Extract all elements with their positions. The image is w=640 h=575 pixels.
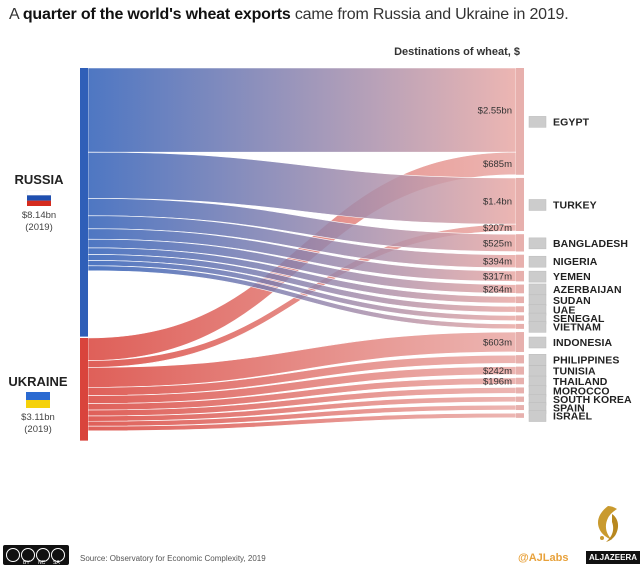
destination-node-yemen xyxy=(516,270,524,282)
flow-layer xyxy=(87,67,517,432)
value-label-turkey: $207m xyxy=(483,223,512,234)
destination-node-uae xyxy=(516,306,524,313)
destinations-heading: Destinations of wheat, $ xyxy=(394,46,520,58)
destination-node-morocco xyxy=(516,387,524,394)
flag-turkey-icon xyxy=(528,199,547,211)
by-icon xyxy=(21,548,35,562)
destination-node-israel xyxy=(516,413,524,418)
flag-egypt-icon xyxy=(528,116,547,128)
destination-node-vietnam xyxy=(516,323,524,329)
destination-label-yemen: YEMEN xyxy=(553,271,591,283)
source-russia: RUSSIA $8.14bn (2019) xyxy=(4,172,74,234)
destination-label-bangladesh: BANGLADESH xyxy=(553,238,628,250)
source-note: Source: Observatory for Economic Complex… xyxy=(80,554,266,563)
destination-label-turkey: TURKEY xyxy=(553,199,597,211)
source-value: $3.11bn xyxy=(21,412,55,423)
value-label-bangladesh: $525m xyxy=(483,238,512,249)
flag-philippines-icon xyxy=(528,354,547,366)
source-name: UKRAINE xyxy=(8,374,68,389)
source-year: (2019) xyxy=(24,424,52,435)
destination-label-philippines: PHILIPPINES xyxy=(553,354,619,366)
destination-node-philippines xyxy=(516,355,524,364)
value-label-turkey: $1.4bn xyxy=(483,197,512,208)
destination-label-tunisia: TUNISIA xyxy=(553,366,596,378)
value-label-indonesia: $603m xyxy=(483,338,512,349)
destination-label-indonesia: INDONESIA xyxy=(553,337,613,349)
destination-node-azerbaijan xyxy=(516,284,524,294)
flag-indonesia-icon xyxy=(528,336,547,349)
aj-labs-handle: @AJLabs xyxy=(518,552,569,564)
label-layer: $2.55bn $685m EGYPT $1.4bn $207m TURKEY $525m B… xyxy=(478,106,632,423)
destination-node-south-korea xyxy=(516,396,524,402)
destination-node-nigeria xyxy=(516,254,524,268)
destination-label-israel: ISRAEL xyxy=(553,411,593,423)
destination-label-senegal: SENEGAL xyxy=(553,313,605,325)
value-label-nigeria: $394m xyxy=(483,257,512,268)
aljazeera-brand: ALJAZEERA xyxy=(586,551,640,564)
flag-vietnam-icon xyxy=(528,321,547,333)
flag-bangladesh-icon xyxy=(528,237,547,250)
nc-icon xyxy=(36,548,50,562)
aljazeera-logo-icon xyxy=(598,506,619,542)
destination-label-nigeria: NIGERIA xyxy=(553,256,598,268)
flag-tunisia-icon xyxy=(528,365,547,377)
value-label-azerbaijan: $264m xyxy=(483,284,512,295)
source-name: RUSSIA xyxy=(14,172,64,187)
destination-node-indonesia xyxy=(516,332,524,352)
page-title: A quarter of the world's wheat exports c… xyxy=(9,6,569,23)
destination-node-thailand xyxy=(516,377,524,385)
value-label-yemen: $317m xyxy=(483,272,512,283)
cc-icon xyxy=(6,548,20,562)
destination-label-egypt: EGYPT xyxy=(553,116,590,128)
destination-label-spain: SPAIN xyxy=(553,403,585,415)
destination-label-sudan: SUDAN xyxy=(553,295,591,307)
source-value: $8.14bn xyxy=(21,210,57,221)
sa-icon xyxy=(51,548,65,562)
value-label-tunisia: $242m xyxy=(483,366,512,377)
source-node-russia xyxy=(80,68,88,337)
source-node-ukraine xyxy=(80,338,88,441)
flow-ukraine-thailand xyxy=(87,377,517,411)
ukraine-flag-icon xyxy=(26,392,50,408)
node-layer xyxy=(80,68,524,441)
source-year: (2019) xyxy=(25,222,53,233)
value-label-egypt: $685m xyxy=(483,159,512,170)
destination-node-senegal xyxy=(516,315,524,321)
source-ukraine: UKRAINE $3.11bn (2019) xyxy=(3,374,73,436)
creative-commons-badge: BY NC SA xyxy=(3,545,69,566)
destination-node-spain xyxy=(516,405,524,411)
flag-azerbaijan-icon xyxy=(528,283,547,296)
destination-node-sudan xyxy=(516,296,524,304)
flag-nigeria-icon xyxy=(528,255,547,268)
destination-label-uae: UAE xyxy=(553,304,575,316)
value-label-egypt: $2.55bn xyxy=(478,106,512,117)
flag-yemen-icon xyxy=(528,270,547,283)
destination-node-turkey xyxy=(516,177,524,231)
destination-node-tunisia xyxy=(516,366,524,375)
value-label-thailand: $196m xyxy=(483,377,512,388)
destination-node-bangladesh xyxy=(516,234,524,252)
destination-label-vietnam: VIETNAM xyxy=(553,321,601,333)
destination-node-egypt xyxy=(516,68,524,175)
destination-label-south-korea: SOUTH KOREA xyxy=(553,394,632,406)
destination-label-morocco: MOROCCO xyxy=(553,385,610,397)
flow-russia-egypt xyxy=(87,67,517,153)
destination-label-azerbaijan: AZERBAIJAN xyxy=(553,284,622,296)
russia-flag-icon xyxy=(26,190,52,206)
destination-label-thailand: THAILAND xyxy=(553,376,608,388)
flag-israel-icon xyxy=(528,410,547,422)
